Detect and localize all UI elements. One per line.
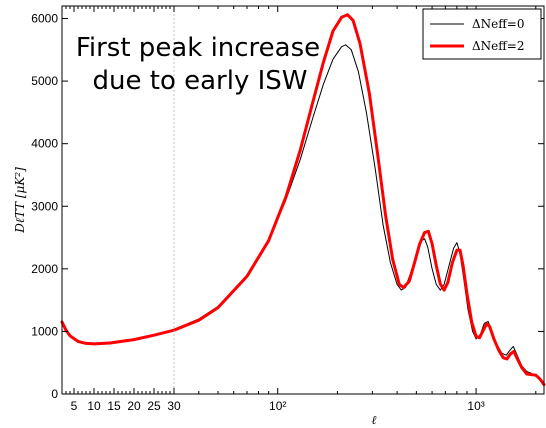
y-tick-label: 1000 [31,324,58,338]
x-axis-label: ℓ [372,413,377,427]
y-tick-label: 3000 [31,199,58,213]
legend-label-dneff-0: ΔNeff=0 [472,17,524,31]
y-tick-label: 2000 [31,262,58,276]
y-tick-label: 4000 [31,137,58,151]
series-layer [60,13,546,387]
x-tick-label: 10 [87,399,101,413]
legend: ΔNeff=0 ΔNeff=2 [422,8,542,60]
annotation-line-1: First peak increase [76,33,320,63]
y-tick-label: 6000 [31,12,58,26]
x-tick-label: 25 [147,399,161,413]
x-tick-label: 10³ [467,399,484,413]
x-tick-label: 30 [167,399,181,413]
annotation: First peak increase due to early ISW [76,33,320,96]
x-tick-label: 15 [107,399,121,413]
x-tick-label: 20 [127,399,141,413]
y-tick-label: 0 [51,387,58,401]
y-tick-label: 5000 [31,74,58,88]
legend-box [422,8,542,60]
ticks-layer: 0 1000 2000 3000 4000 5000 6000 5 10 15 20 25 30 10² 1… [31,6,544,413]
plot-frame [61,5,545,395]
x-tick-label: 5 [71,399,78,413]
x-tick-label: 10² [269,399,286,413]
legend-label-dneff-2: ΔNeff=2 [472,39,524,53]
y-axis-label: DℓTT [μK²] [13,167,27,234]
series-line-1 [60,13,546,387]
annotation-line-2: due to early ISW [93,66,308,96]
